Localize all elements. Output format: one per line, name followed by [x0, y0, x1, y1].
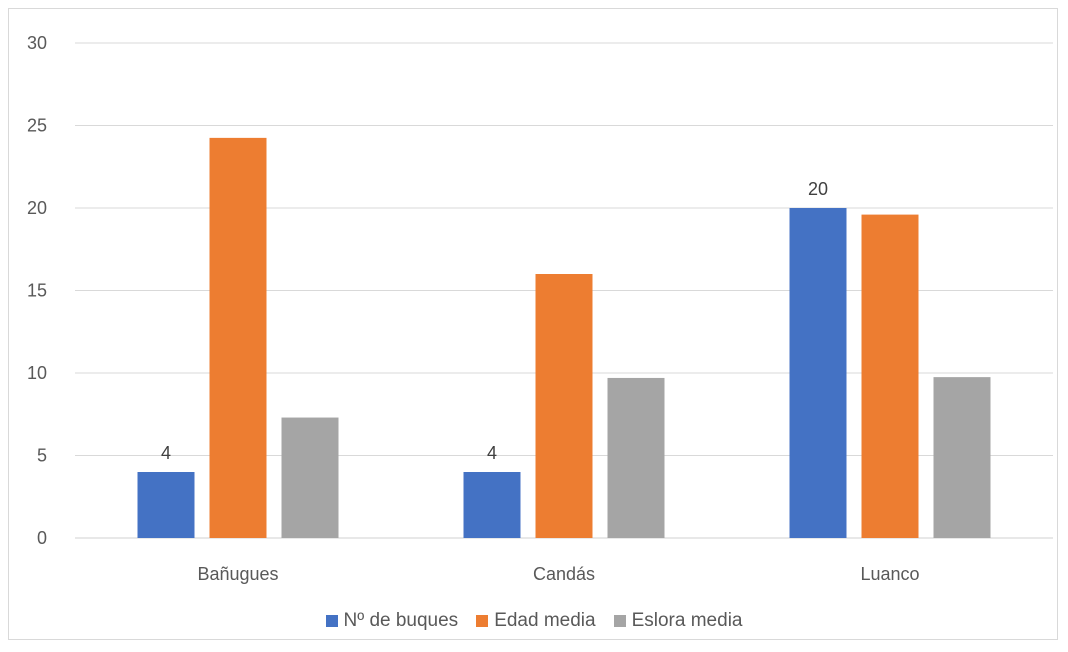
y-tick-label-30: 30: [27, 33, 47, 53]
data-label-Candás: 4: [487, 443, 497, 463]
legend-label: Nº de buques: [343, 610, 459, 631]
bar-Bañugues-Eslora media: [281, 417, 339, 538]
legend-swatch: [476, 615, 489, 627]
legend-label: Edad media: [494, 610, 596, 631]
x-tick-label-Bañugues: Bañugues: [197, 564, 278, 584]
data-label-Bañugues: 4: [161, 443, 171, 463]
bar-Luanco-Nº de buques: [789, 208, 847, 538]
bar-Candás-Eslora media: [607, 377, 665, 538]
bar-chart: 0 5 10 15 20 25 30 4 Bañugues 4 Candás 20 Luanco: [27, 33, 1053, 584]
legend-item: Nº de buques: [325, 610, 459, 632]
chart-legend: Nº de buques Edad media Eslora media: [0, 610, 1068, 632]
bar-Luanco-Edad media: [861, 214, 919, 538]
bar-Candás-Nº de buques: [463, 472, 521, 538]
data-label-Luanco: 20: [808, 179, 828, 199]
legend-item: Edad media: [476, 610, 596, 632]
legend-swatch: [325, 615, 338, 627]
bar-Luanco-Eslora media: [933, 377, 991, 538]
y-tick-label-25: 25: [27, 116, 47, 136]
y-tick-label-5: 5: [37, 446, 47, 466]
y-tick-label-15: 15: [27, 281, 47, 301]
y-tick-label-20: 20: [27, 198, 47, 218]
x-tick-label-Luanco: Luanco: [860, 564, 919, 584]
legend-swatch: [613, 615, 626, 627]
legend-label: Eslora media: [631, 610, 743, 631]
y-tick-label-10: 10: [27, 363, 47, 383]
y-tick-label-0: 0: [37, 528, 47, 548]
legend-item: Eslora media: [613, 610, 743, 632]
bar-Candás-Edad media: [535, 274, 593, 538]
x-tick-label-Candás: Candás: [533, 564, 595, 584]
bar-Bañugues-Nº de buques: [137, 472, 195, 538]
bar-Bañugues-Edad media: [209, 137, 267, 538]
